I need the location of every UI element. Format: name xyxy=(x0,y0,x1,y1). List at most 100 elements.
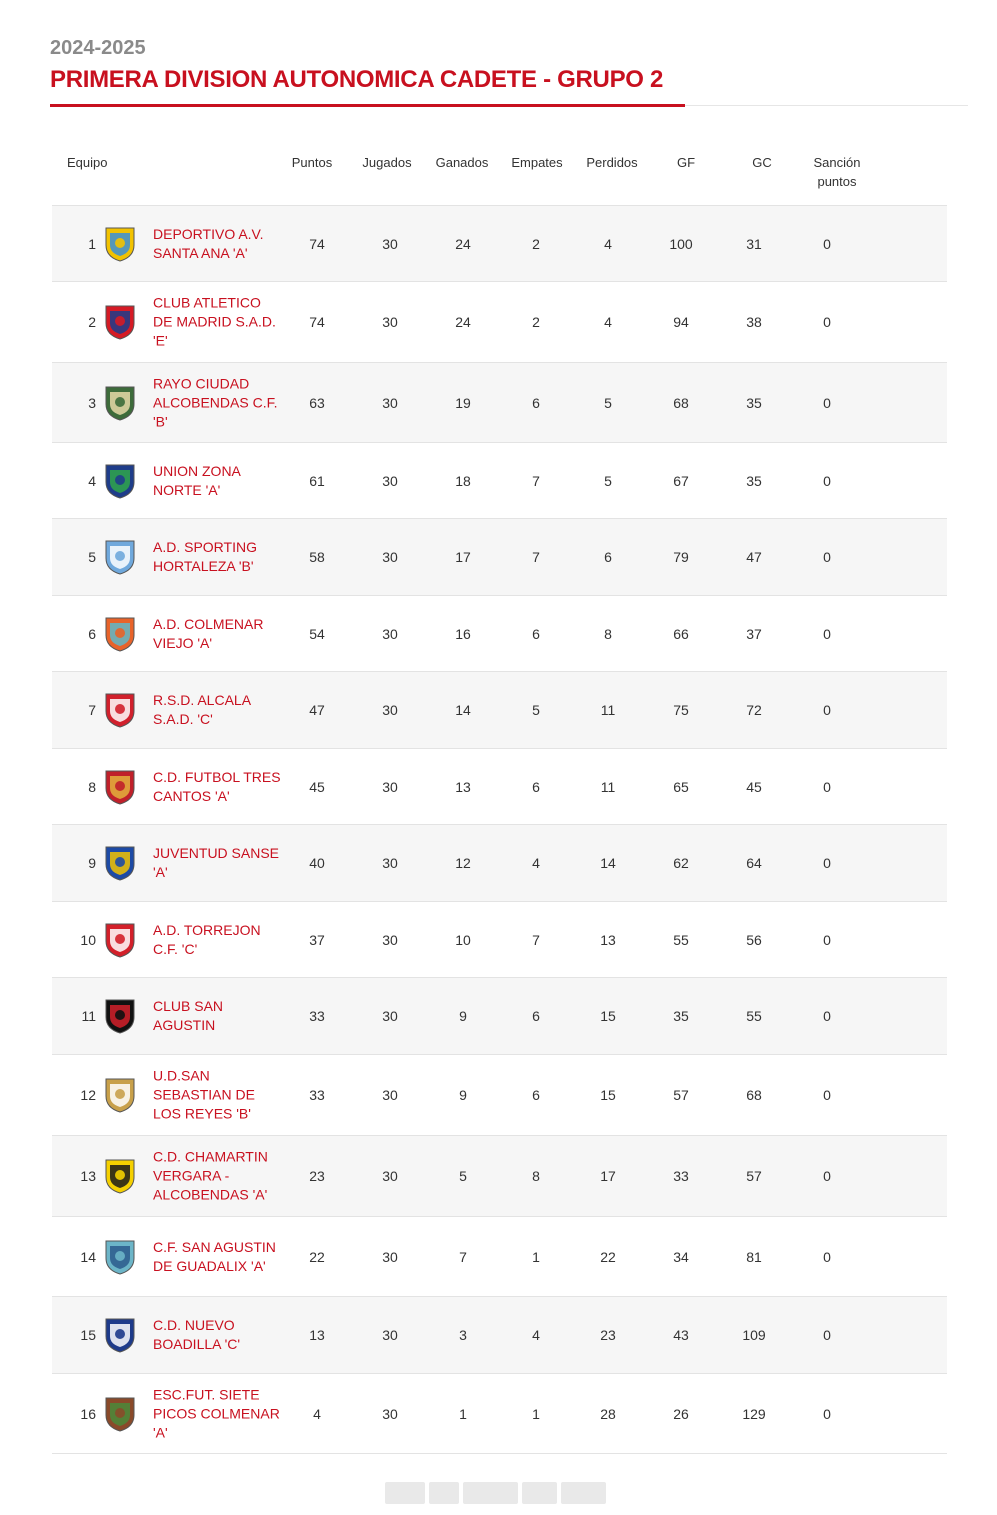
competition-title: PRIMERA DIVISION AUTONOMICA CADETE - GRU… xyxy=(50,66,664,93)
footer-watermark xyxy=(385,1482,610,1504)
goals-for-cell: 43 xyxy=(673,1327,689,1343)
won-cell: 7 xyxy=(459,1248,467,1265)
team-name-link[interactable]: C.D. CHAMARTIN VERGARA - ALCOBENDAS 'A' xyxy=(153,1148,268,1203)
table-row[interactable]: 1 DEPORTIVO A.V. SANTA ANA 'A' 74 30 24 2 4 100… xyxy=(52,205,947,281)
santa-ana-crest-icon xyxy=(102,224,138,264)
points-cell: 37 xyxy=(309,931,325,948)
drawn-cell: 8 xyxy=(532,1168,540,1184)
points-cell: 74 xyxy=(309,235,325,252)
lost-cell: 23 xyxy=(600,1327,616,1343)
table-row[interactable]: 13 C.D. CHAMARTIN VERGARA - ALCOBENDAS 'A… xyxy=(52,1135,947,1216)
table-row[interactable]: 7 R.S.D. ALCALA S.A.D. 'C' 47 30 14 5 11 75 72 0 xyxy=(52,671,947,748)
lost-cell: 11 xyxy=(600,778,616,795)
goals-for-cell: 75 xyxy=(673,702,689,718)
played-cell: 30 xyxy=(382,549,398,565)
table-row[interactable]: 14 C.F. SAN AGUSTIN DE GUADALIX 'A' 22 30 7 1… xyxy=(52,1216,947,1296)
table-row[interactable]: 16 ESC.FUT. SIETE PICOS COLMENAR 'A' 4 30 1 1… xyxy=(52,1373,947,1454)
won-cell: 18 xyxy=(455,472,471,489)
played-cell: 30 xyxy=(382,1405,398,1422)
won-cell: 24 xyxy=(455,235,471,252)
header-sanction[interactable]: Sanción puntos xyxy=(802,153,872,191)
goals-against-cell: 37 xyxy=(746,625,762,642)
drawn-cell: 2 xyxy=(532,235,540,252)
table-row[interactable]: 11 CLUB SAN AGUSTIN 33 30 9 6 15 35 55 0 xyxy=(52,977,947,1054)
header-team[interactable]: Equipo xyxy=(67,155,108,170)
table-row[interactable]: 3 RAYO CIUDAD ALCOBENDAS C.F. 'B' 63 30 19 6 5… xyxy=(52,362,947,442)
team-name-link[interactable]: JUVENTUD SANSE 'A' xyxy=(153,845,280,880)
team-name-link[interactable]: C.F. SAN AGUSTIN DE GUADALIX 'A' xyxy=(153,1238,276,1274)
lost-cell: 4 xyxy=(604,314,612,330)
header-sanction-line2: puntos xyxy=(817,174,857,189)
lost-cell: 4 xyxy=(604,235,612,252)
team-name-link[interactable]: DEPORTIVO A.V. SANTA ANA 'A' xyxy=(153,225,264,261)
team-name-link[interactable]: CLUB ATLETICO DE MADRID S.A.D. 'E' xyxy=(153,294,276,349)
header-gf[interactable]: GF xyxy=(676,155,696,170)
team-name-link[interactable]: R.S.D. ALCALA S.A.D. 'C' xyxy=(153,692,251,727)
table-row[interactable]: 10 A.D. TORREJON C.F. 'C' 37 30 10 7 13 55 56 0 xyxy=(52,901,947,977)
goals-for-cell: 62 xyxy=(673,855,689,871)
points-cell: 63 xyxy=(309,394,325,411)
table-row[interactable]: 9 JUVENTUD SANSE 'A' 40 30 12 4 14 62 64 0 xyxy=(52,824,947,901)
goals-against-cell: 47 xyxy=(746,549,762,565)
header-sanction-line1: Sanción xyxy=(813,155,861,170)
points-cell: 45 xyxy=(309,778,325,795)
played-cell: 30 xyxy=(382,314,398,330)
header-gc[interactable]: GC xyxy=(752,155,772,170)
team-name-link[interactable]: UNION ZONA NORTE 'A' xyxy=(153,462,241,498)
table-row[interactable]: 8 C.D. FUTBOL TRES CANTOS 'A' 45 30 13 6 11 65 4… xyxy=(52,748,947,824)
sanction-cell: 0 xyxy=(823,1008,831,1024)
team-name-link[interactable]: CLUB SAN AGUSTIN xyxy=(153,998,224,1033)
header-played[interactable]: Jugados xyxy=(362,155,412,170)
table-row[interactable]: 6 A.D. COLMENAR VIEJO 'A' 54 30 16 6 8 66 37 0 xyxy=(52,595,947,671)
header-won[interactable]: Ganados xyxy=(435,155,489,170)
drawn-cell: 2 xyxy=(532,314,540,330)
table-row[interactable]: 5 A.D. SPORTING HORTALEZA 'B' 58 30 17 7 6 79 47… xyxy=(52,518,947,595)
goals-against-cell: 35 xyxy=(746,394,762,411)
position-cell: 3 xyxy=(88,394,96,411)
table-row[interactable]: 15 C.D. NUEVO BOADILLA 'C' 13 30 3 4 23 43 109 0 xyxy=(52,1296,947,1373)
goals-against-cell: 31 xyxy=(746,235,762,252)
drawn-cell: 6 xyxy=(532,1087,540,1103)
played-cell: 30 xyxy=(382,1087,398,1103)
drawn-cell: 7 xyxy=(532,472,540,489)
won-cell: 1 xyxy=(459,1405,467,1422)
team-name-link[interactable]: A.D. TORREJON C.F. 'C' xyxy=(153,921,261,957)
table-row[interactable]: 2 CLUB ATLETICO DE MADRID S.A.D. 'E' 74 30 2… xyxy=(52,281,947,362)
table-row[interactable]: 4 UNION ZONA NORTE 'A' 61 30 18 7 5 67 35 0 xyxy=(52,442,947,518)
position-cell: 16 xyxy=(80,1405,96,1422)
position-cell: 6 xyxy=(88,625,96,642)
team-name-link[interactable]: RAYO CIUDAD ALCOBENDAS C.F. 'B' xyxy=(153,375,278,429)
lost-cell: 17 xyxy=(600,1168,616,1184)
goals-for-cell: 26 xyxy=(673,1405,689,1422)
points-cell: 74 xyxy=(309,314,325,330)
won-cell: 5 xyxy=(459,1168,467,1184)
goals-against-cell: 129 xyxy=(742,1405,766,1422)
team-name-link[interactable]: A.D. SPORTING HORTALEZA 'B' xyxy=(153,539,257,574)
sanction-cell: 0 xyxy=(823,1248,831,1265)
header-points[interactable]: Puntos xyxy=(291,155,333,170)
team-name-link[interactable]: C.D. NUEVO BOADILLA 'C' xyxy=(153,1317,241,1352)
table-row[interactable]: 12 U.D.SAN SEBASTIAN DE LOS REYES 'B' 33 30… xyxy=(52,1054,947,1135)
team-name-link[interactable]: C.D. FUTBOL TRES CANTOS 'A' xyxy=(153,768,281,804)
goals-against-cell: 57 xyxy=(746,1168,762,1184)
alcala-crest-icon xyxy=(102,690,138,730)
team-name-link[interactable]: ESC.FUT. SIETE PICOS COLMENAR 'A' xyxy=(153,1386,280,1440)
played-cell: 30 xyxy=(382,472,398,489)
drawn-cell: 6 xyxy=(532,394,540,411)
points-cell: 33 xyxy=(309,1087,325,1103)
sanction-cell: 0 xyxy=(823,1405,831,1422)
played-cell: 30 xyxy=(382,1168,398,1184)
drawn-cell: 6 xyxy=(532,625,540,642)
drawn-cell: 4 xyxy=(532,855,540,871)
goals-against-cell: 109 xyxy=(742,1327,766,1343)
header-drawn[interactable]: Empates xyxy=(511,155,563,170)
siete-picos-crest-icon xyxy=(102,1394,138,1434)
points-cell: 40 xyxy=(309,855,325,871)
drawn-cell: 7 xyxy=(532,931,540,948)
points-cell: 33 xyxy=(309,1008,325,1024)
team-name-link[interactable]: A.D. COLMENAR VIEJO 'A' xyxy=(153,615,264,651)
header-lost[interactable]: Perdidos xyxy=(586,155,638,170)
position-cell: 5 xyxy=(88,549,96,565)
drawn-cell: 1 xyxy=(532,1405,540,1422)
team-name-link[interactable]: U.D.SAN SEBASTIAN DE LOS REYES 'B' xyxy=(153,1067,255,1122)
